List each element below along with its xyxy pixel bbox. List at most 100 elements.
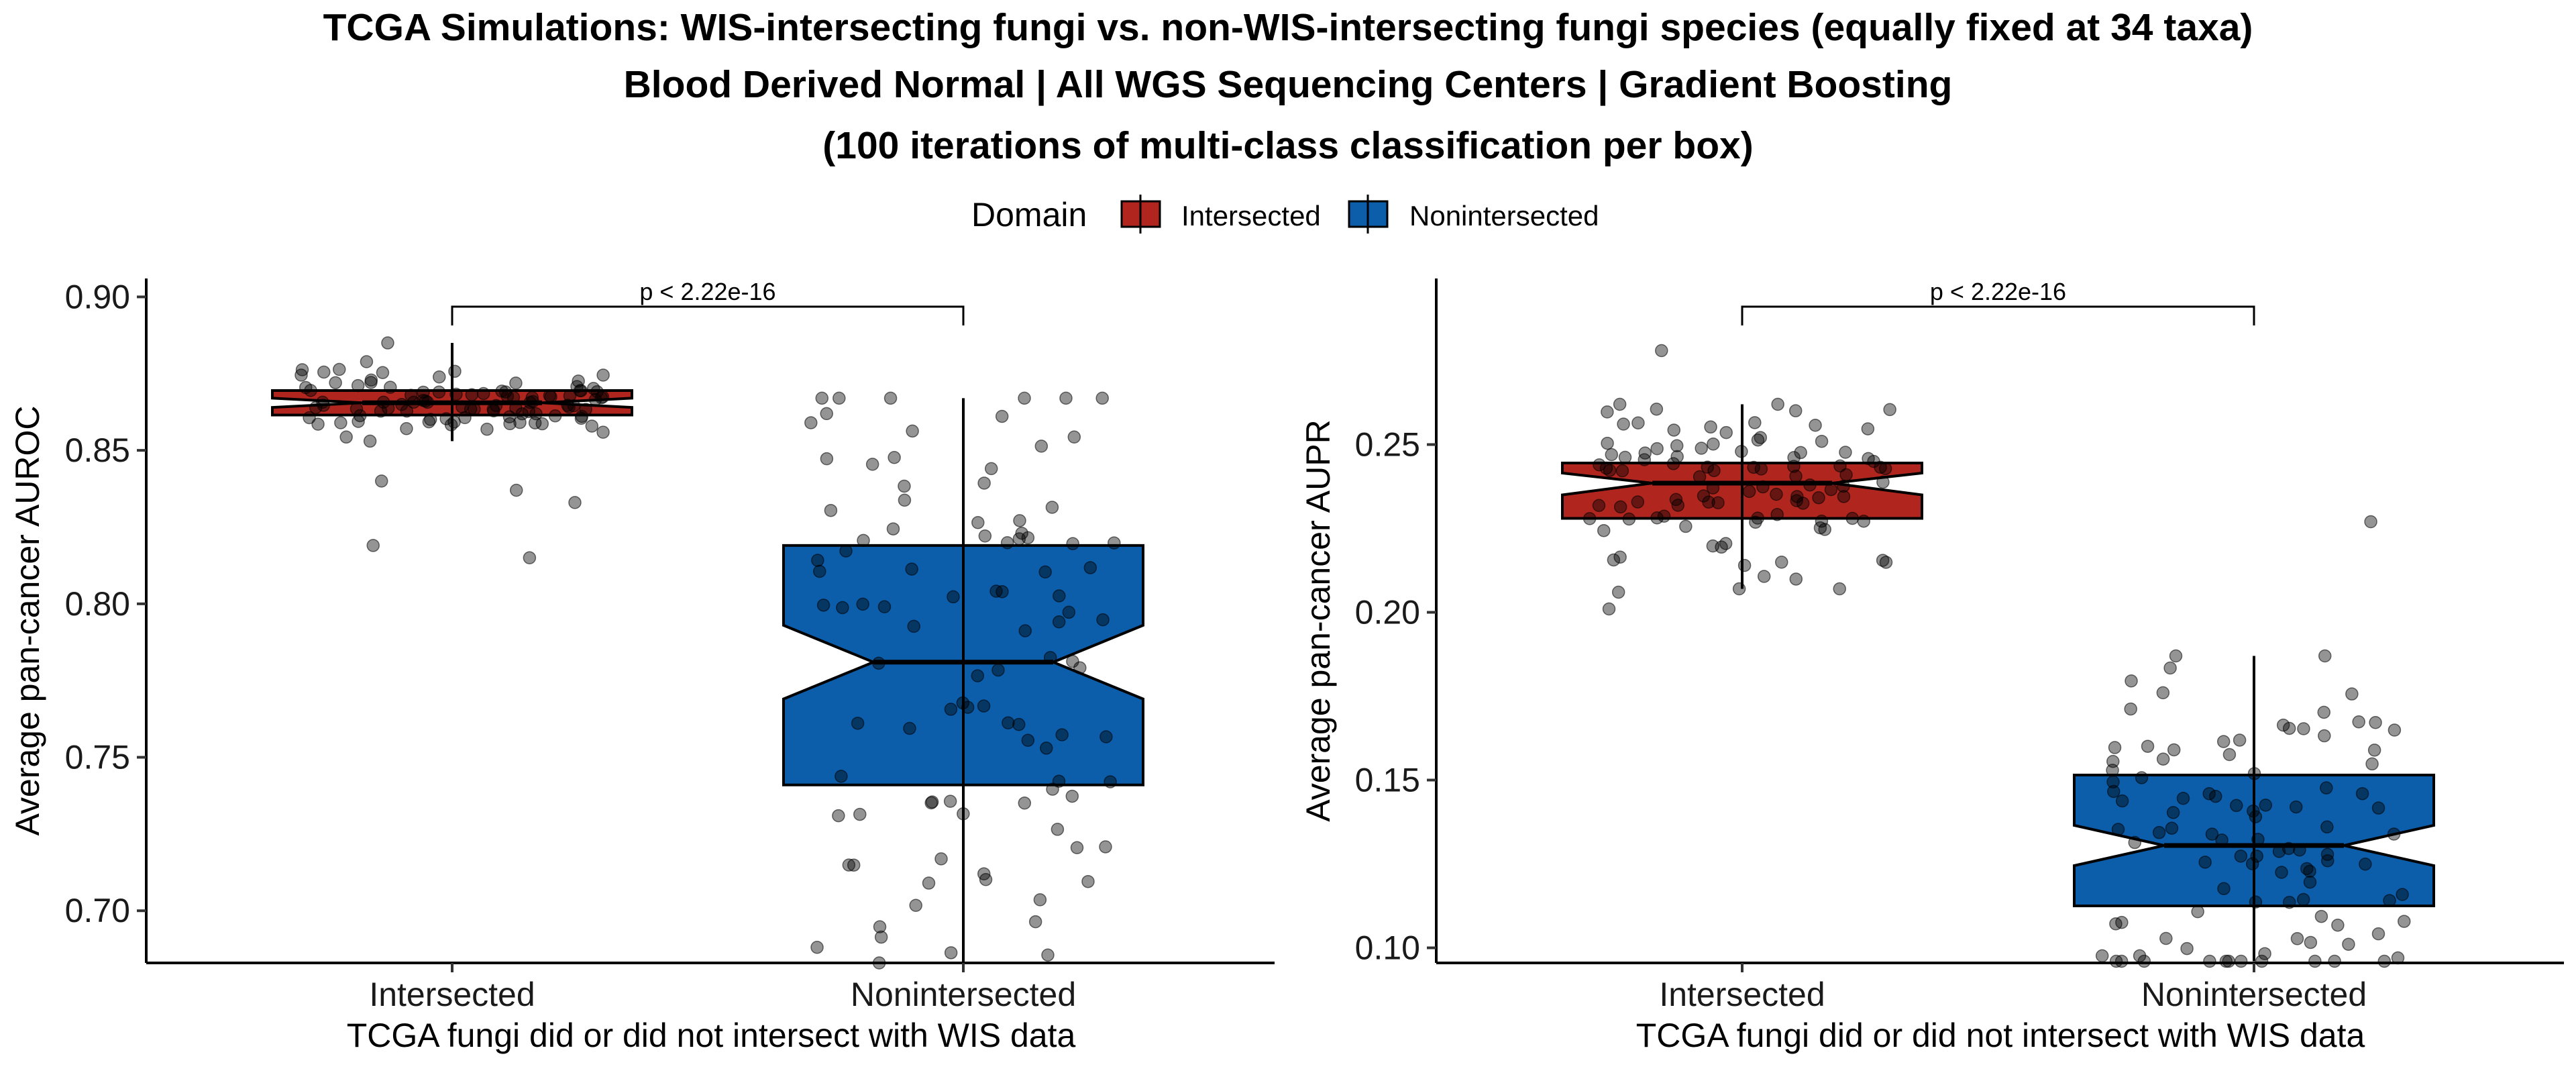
data-point — [2141, 739, 2155, 753]
data-point — [1062, 605, 1076, 619]
data-point — [832, 809, 845, 823]
data-point — [419, 394, 433, 408]
data-point — [1787, 460, 1801, 473]
data-point — [1002, 716, 1015, 729]
data-point — [1809, 418, 1822, 432]
data-point — [2165, 821, 2179, 835]
data-point — [898, 479, 911, 493]
data-point — [2296, 892, 2310, 907]
data-point — [596, 368, 610, 382]
data-point — [2163, 661, 2177, 675]
data-point — [1622, 512, 1636, 526]
data-point — [573, 384, 587, 397]
x-tick-label: Nonintersected — [851, 976, 1076, 1013]
data-point — [515, 407, 529, 421]
data-point — [1601, 405, 1614, 419]
data-point — [1670, 439, 1684, 453]
data-point — [304, 384, 317, 397]
data-point — [562, 400, 576, 414]
data-point — [1055, 728, 1069, 741]
data-point — [1631, 416, 1645, 430]
data-point — [404, 389, 418, 402]
data-point — [1611, 585, 1625, 599]
data-point — [907, 619, 920, 633]
data-point — [810, 940, 824, 954]
data-point — [585, 419, 599, 433]
data-point — [977, 476, 991, 490]
data-point — [433, 370, 446, 384]
data-point — [903, 721, 916, 735]
data-point — [353, 409, 367, 423]
data-point — [2314, 909, 2328, 923]
data-point — [836, 601, 849, 615]
data-point — [1065, 789, 1079, 803]
data-point — [804, 416, 818, 429]
y-tick-label: 0.15 — [1355, 762, 1420, 799]
data-point — [1667, 423, 1681, 437]
data-point — [480, 422, 494, 436]
data-point — [2106, 754, 2120, 768]
data-point — [2249, 895, 2263, 909]
data-point — [2345, 687, 2359, 701]
data-point — [1066, 654, 1079, 668]
data-point — [2318, 649, 2332, 663]
legend-label-intersected: Intersected — [1181, 200, 1321, 232]
data-point — [1592, 499, 1606, 513]
data-point — [906, 424, 919, 438]
data-point — [2398, 915, 2411, 928]
data-point — [820, 407, 833, 421]
data-point — [1788, 404, 1803, 417]
data-point — [2255, 954, 2269, 968]
data-point — [977, 699, 991, 713]
y-tick-label: 0.70 — [65, 892, 130, 929]
data-point — [2377, 954, 2392, 968]
data-point — [303, 411, 316, 425]
data-point — [1601, 436, 1614, 450]
data-point — [548, 409, 562, 423]
data-point — [579, 403, 592, 416]
data-point — [989, 584, 1003, 598]
data-point — [1737, 558, 1752, 572]
data-point — [1693, 470, 1707, 484]
data-point — [865, 458, 879, 471]
data-point — [1018, 391, 1031, 405]
data-point — [1818, 523, 1831, 536]
data-point — [2320, 848, 2334, 861]
data-point — [2167, 743, 2181, 757]
data-point — [2365, 757, 2379, 771]
data-point — [572, 374, 585, 388]
data-point — [1073, 661, 1087, 674]
data-point — [503, 417, 517, 431]
data-point — [872, 656, 885, 670]
data-point — [824, 503, 838, 517]
data-point — [1754, 431, 1768, 444]
data-point — [2108, 741, 2122, 754]
data-point — [1695, 442, 1708, 455]
data-point — [815, 391, 829, 405]
data-point — [2369, 715, 2382, 729]
data-point — [2152, 825, 2166, 839]
data-point — [1754, 462, 1768, 476]
data-point — [1789, 572, 1803, 586]
data-point — [317, 365, 331, 379]
data-point — [1837, 490, 1851, 503]
data-point — [1070, 841, 1084, 854]
data-point — [1748, 416, 1762, 429]
data-point — [2114, 954, 2129, 968]
data-point — [1794, 446, 1807, 460]
data-point — [944, 703, 958, 716]
data-point — [1701, 460, 1715, 474]
data-point — [1000, 536, 1014, 550]
data-point — [813, 564, 826, 578]
data-point — [909, 899, 922, 912]
data-point — [1012, 532, 1026, 546]
data-point — [1862, 452, 1875, 466]
data-point — [486, 403, 500, 416]
data-point — [873, 920, 887, 933]
x-tick-label: Intersected — [1659, 976, 1825, 1013]
data-point — [2317, 705, 2330, 719]
data-point — [934, 852, 948, 866]
data-point — [575, 409, 589, 423]
data-point — [509, 483, 523, 497]
data-point — [1613, 550, 1627, 564]
